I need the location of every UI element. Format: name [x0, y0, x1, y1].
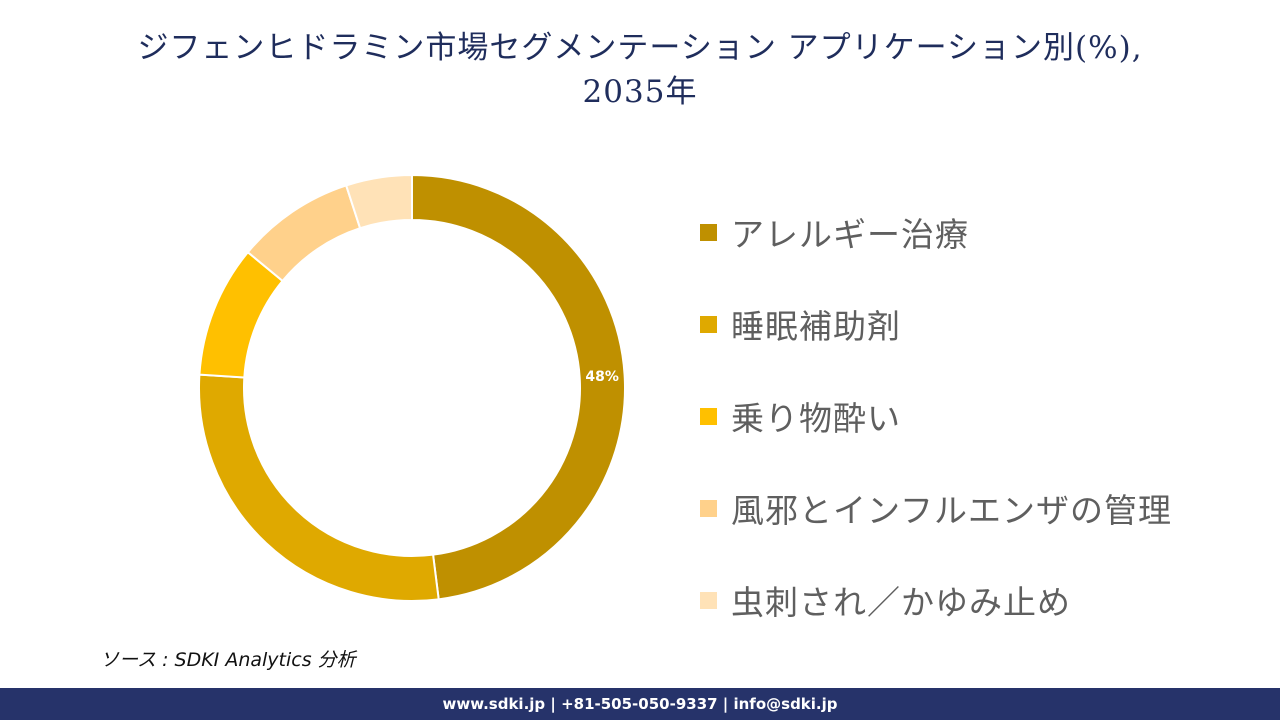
donut-chart: 48%: [198, 173, 626, 602]
legend-label: 虫刺され／かゆみ止め: [731, 583, 1071, 622]
chart-legend: アレルギー治療 睡眠補助剤乗り物酔い風邪とインフルエンザの管理 虫刺され／かゆみ止め: [700, 186, 1172, 646]
footer-contact-bar: www.sdki.jp | +81-505-050-9337 | info@sd…: [0, 688, 1280, 720]
legend-swatch: [700, 591, 717, 609]
chart-title: ジフェンヒドラミン市場セグメンテーション アプリケーション別(%), 2035年: [40, 26, 1240, 114]
legend-swatch: [700, 223, 717, 241]
donut-slice-1: [411, 173, 626, 601]
legend-item-4: 風邪とインフルエンザの管理: [700, 462, 1172, 554]
donut-slice-2: [198, 373, 440, 602]
legend-label: 風邪とインフルエンザの管理: [731, 491, 1173, 530]
donut-slice-5: [344, 173, 413, 230]
legend-swatch: [700, 315, 717, 333]
legend-swatch: [700, 407, 717, 425]
chart-title-line1: ジフェンヒドラミン市場セグメンテーション アプリケーション別(%),: [137, 30, 1143, 66]
chart-title-line2: 2035年: [582, 74, 698, 110]
legend-swatch: [700, 499, 717, 517]
data-label-1: 48%: [585, 369, 619, 385]
legend-item-3: 乗り物酔い: [700, 370, 1172, 462]
legend-item-5: 虫刺され／かゆみ止め: [700, 554, 1172, 646]
donut-slice-4: [246, 184, 362, 283]
legend-label: アレルギー治療: [731, 215, 969, 254]
source-note: ソース : SDKI Analytics 分析: [100, 649, 356, 671]
legend-label: 睡眠補助剤: [731, 307, 901, 346]
legend-label: 乗り物酔い: [731, 399, 901, 438]
legend-item-2: 睡眠補助剤: [700, 278, 1172, 370]
legend-item-1: アレルギー治療: [700, 186, 1172, 278]
